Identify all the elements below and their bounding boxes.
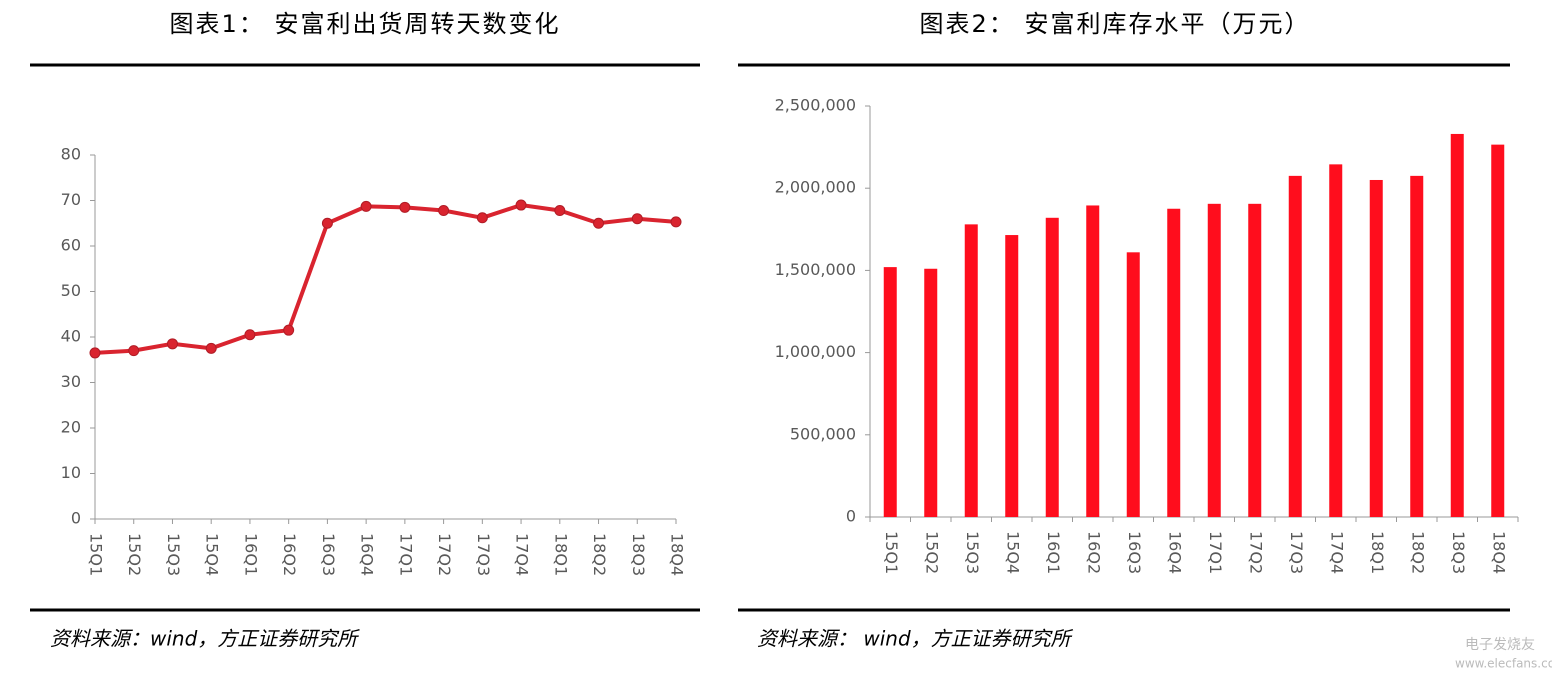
x-tick-label: 17Q4 <box>1327 531 1346 574</box>
watermark-brand: 电子发烧友 <box>1465 637 1535 653</box>
bar <box>964 224 978 518</box>
x-tick-label: 15Q4 <box>1003 531 1022 574</box>
x-tick-label: 18Q1 <box>1368 531 1387 574</box>
marker <box>244 329 256 341</box>
x-tick-label: 15Q3 <box>164 533 183 576</box>
y-tick-label: 20 <box>61 418 81 437</box>
y-tick-label: 1,500,000 <box>775 260 856 279</box>
x-tick-label: 18Q4 <box>668 533 687 576</box>
y-tick-label: 50 <box>61 281 81 300</box>
y-tick-label: 0 <box>846 507 856 526</box>
x-tick-label: 17Q3 <box>1287 531 1306 574</box>
bar <box>1288 175 1302 517</box>
x-tick-label: 16Q1 <box>1044 531 1063 574</box>
marker <box>128 345 140 357</box>
marker <box>283 324 295 336</box>
y-tick-label: 30 <box>61 372 81 391</box>
chart-title: 图表1： 安富利出货周转天数变化 <box>170 10 561 38</box>
x-tick-label: 16Q3 <box>1125 531 1144 574</box>
marker <box>476 212 488 224</box>
y-tick-label: 0 <box>71 509 81 528</box>
bar <box>1410 175 1424 517</box>
marker <box>166 338 178 350</box>
x-tick-label: 15Q1 <box>882 531 901 574</box>
x-tick-label: 18Q3 <box>629 533 648 576</box>
y-tick-label: 2,000,000 <box>775 178 856 197</box>
x-tick-label: 17Q2 <box>435 533 454 576</box>
source-note: 资料来源：wind，方正证券研究所 <box>50 627 360 651</box>
bar <box>1369 179 1383 518</box>
marker <box>670 216 682 228</box>
x-tick-label: 15Q2 <box>922 531 941 574</box>
bar <box>924 268 938 517</box>
x-tick-label: 16Q1 <box>241 533 260 576</box>
marker <box>554 205 566 217</box>
y-tick-label: 70 <box>61 190 81 209</box>
bar <box>1207 203 1221 517</box>
x-tick-label: 16Q4 <box>358 533 377 576</box>
marker <box>89 347 101 359</box>
x-tick-label: 16Q2 <box>280 533 299 576</box>
y-tick-label: 40 <box>61 327 81 346</box>
x-tick-label: 18Q4 <box>1489 531 1508 574</box>
x-tick-label: 15Q1 <box>87 533 106 576</box>
bar <box>1167 208 1181 517</box>
chart-title: 图表2： 安富利库存水平（万元） <box>920 10 1311 38</box>
x-tick-label: 17Q4 <box>513 533 532 576</box>
y-tick-label: 500,000 <box>790 424 856 443</box>
y-tick-label: 80 <box>61 145 81 164</box>
marker <box>515 199 527 211</box>
watermark-url: www.elecfans.com <box>1455 657 1552 671</box>
x-tick-label: 16Q2 <box>1084 531 1103 574</box>
bar <box>1045 217 1059 518</box>
bar <box>1126 252 1140 518</box>
bar <box>1248 203 1262 517</box>
marker <box>631 213 643 225</box>
line <box>94 203 677 355</box>
x-tick-label: 15Q3 <box>963 531 982 574</box>
x-tick-label: 18Q2 <box>590 533 609 576</box>
bar <box>1450 133 1464 517</box>
y-tick-label: 10 <box>61 463 81 482</box>
x-tick-label: 17Q1 <box>1206 531 1225 574</box>
bar <box>1005 235 1019 517</box>
bar <box>1086 205 1100 517</box>
x-tick-label: 17Q3 <box>474 533 493 576</box>
x-tick-label: 15Q4 <box>203 533 222 576</box>
y-tick-label: 1,000,000 <box>775 342 856 361</box>
bar <box>883 267 897 517</box>
x-tick-label: 18Q1 <box>551 533 570 576</box>
marker <box>399 201 411 213</box>
x-tick-label: 17Q1 <box>396 533 415 576</box>
x-tick-label: 17Q2 <box>1246 531 1265 574</box>
source-note: 资料来源： wind，方正证券研究所 <box>757 627 1074 651</box>
marker <box>321 217 333 229</box>
x-tick-label: 15Q2 <box>125 533 144 576</box>
bar <box>1491 144 1505 517</box>
y-tick-label: 60 <box>61 236 81 255</box>
y-tick-label: 2,500,000 <box>775 96 856 115</box>
x-tick-label: 18Q2 <box>1408 531 1427 574</box>
x-tick-label: 16Q4 <box>1165 531 1184 574</box>
marker <box>593 217 605 229</box>
marker <box>205 342 217 354</box>
bar <box>1329 164 1343 517</box>
marker <box>360 200 372 212</box>
x-tick-label: 18Q3 <box>1449 531 1468 574</box>
marker <box>438 205 450 217</box>
x-tick-label: 16Q3 <box>319 533 338 576</box>
